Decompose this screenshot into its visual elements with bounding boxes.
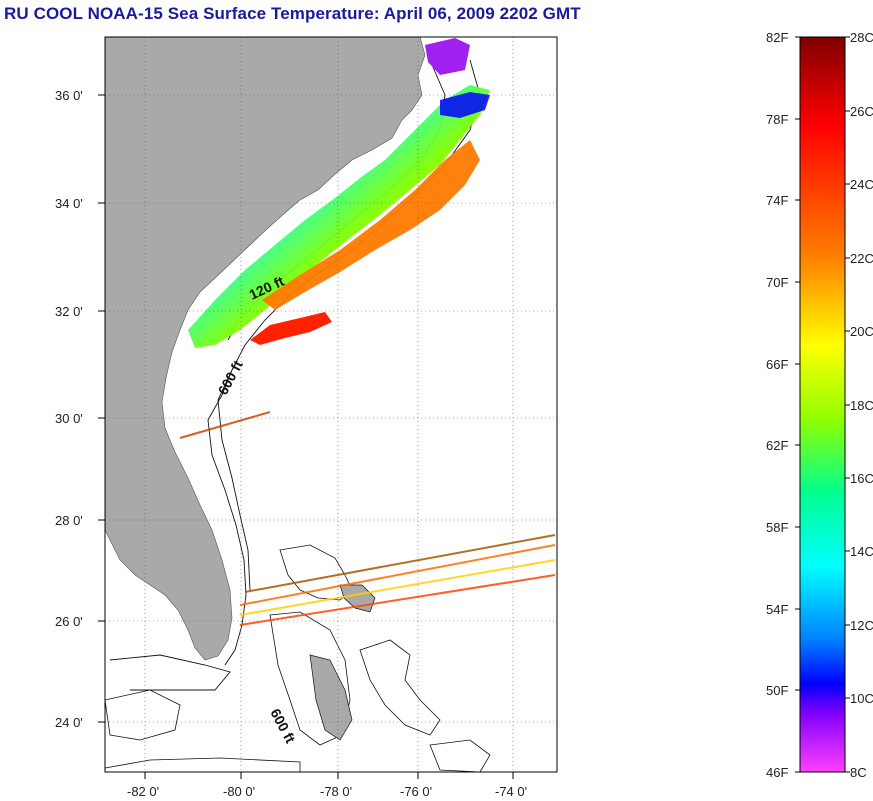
colorbar-c-label: 20C — [850, 324, 873, 339]
lon-label: -74 0' — [495, 784, 527, 799]
map-area: 120 ft 600 ft 600 ft — [105, 37, 557, 772]
colorbar-f-label: 78F — [766, 112, 788, 127]
lon-label: -76 0' — [400, 784, 432, 799]
lat-label: 24 0' — [55, 715, 83, 730]
colorbar-f-label: 74F — [766, 193, 788, 208]
colorbar-f-label: 70F — [766, 275, 788, 290]
andros-island — [309, 654, 353, 741]
lon-label: -78 0' — [320, 784, 352, 799]
colorbar-f-label: 82F — [766, 30, 788, 45]
colorbar-f-label: 50F — [766, 683, 788, 698]
map-frame — [104, 36, 558, 773]
colorbar-f-label: 46F — [766, 765, 788, 780]
colorbar-c-label: 18C — [850, 398, 873, 413]
map-title: RU COOL NOAA-15 Sea Surface Temperature:… — [4, 4, 581, 23]
sst-streaks — [179, 411, 556, 626]
colorbar-gradient — [799, 36, 846, 773]
sst-shelf-band — [188, 85, 490, 348]
sst-blue-northern — [440, 92, 490, 118]
lat-lon-grid — [105, 37, 557, 772]
lat-label: 26 0' — [55, 614, 83, 629]
colorbar-c-label: 16C — [850, 471, 873, 486]
colorbar-f-label: 58F — [766, 520, 788, 535]
colorbar-ticks — [795, 36, 850, 773]
lon-label: -80 0' — [223, 784, 255, 799]
colorbar-f-label: 62F — [766, 438, 788, 453]
colorbar-f-label: 66F — [766, 357, 788, 372]
colorbar-c-label: 8C — [850, 765, 867, 780]
lon-label: -82 0' — [127, 784, 159, 799]
sst-gulf-stream-warm — [262, 140, 480, 310]
colorbar-c-label: 14C — [850, 544, 873, 559]
lat-label: 34 0' — [55, 196, 83, 211]
colorbar-c-label: 28C — [850, 30, 873, 45]
sst-cold-northern — [425, 38, 470, 75]
colorbar-c-label: 24C — [850, 177, 873, 192]
colorbar-c-label: 26C — [850, 104, 873, 119]
lat-label: 32 0' — [55, 304, 83, 319]
axis-ticks — [98, 94, 514, 779]
colorbar-c-label: 12C — [850, 618, 873, 633]
colorbar: 82F 78F 74F 70F 66F 62F 58F 54F 50F 46F … — [766, 30, 873, 780]
sst-red-core — [250, 312, 332, 345]
lat-label: 28 0' — [55, 513, 83, 528]
us-landmass — [105, 37, 426, 661]
colorbar-f-label: 54F — [766, 602, 788, 617]
sst-data — [179, 38, 556, 626]
colorbar-c-label: 10C — [850, 691, 873, 706]
colorbar-c-label: 22C — [850, 251, 873, 266]
lat-label: 30 0' — [55, 411, 83, 426]
lat-label: 36 0' — [55, 88, 83, 103]
